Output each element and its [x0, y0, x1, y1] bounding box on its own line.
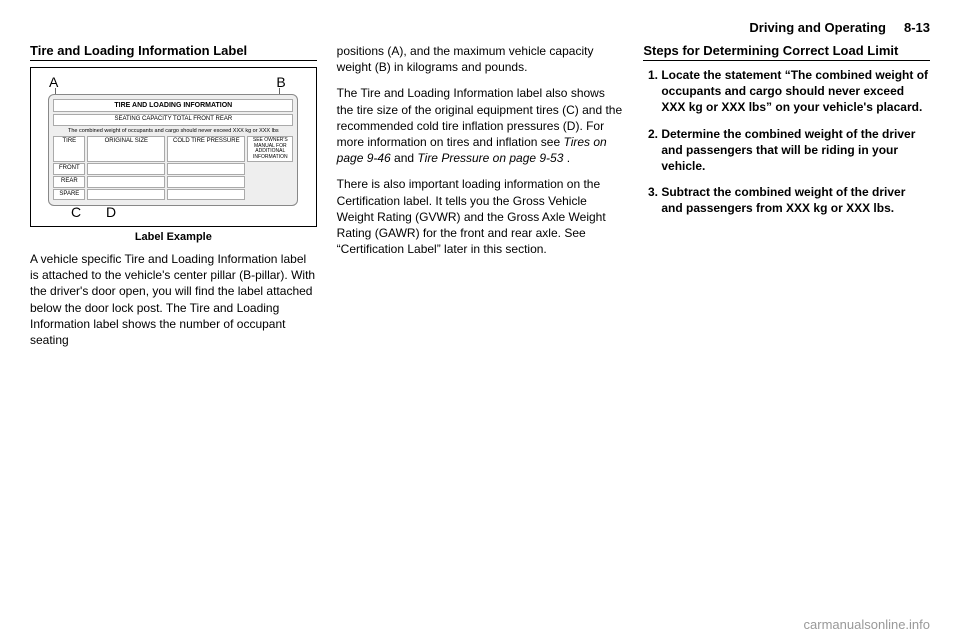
placard-blank [87, 163, 165, 175]
watermark: carmanualsonline.info [804, 617, 930, 632]
callout-c: C [71, 204, 81, 220]
placard-combined-weight: The combined weight of occupants and car… [53, 127, 293, 136]
tire-label-diagram: A B C D TIRE AND LOADING INFORMATION SEA… [30, 67, 317, 227]
placard-graphic: TIRE AND LOADING INFORMATION SEATING CAP… [48, 94, 298, 206]
placard-title: TIRE AND LOADING INFORMATION [53, 99, 293, 112]
col2-paragraph-2: The Tire and Loading Information label a… [337, 85, 624, 166]
col1-paragraph-1: A vehicle specific Tire and Loading Info… [30, 251, 317, 348]
step-1: Locate the statement “The combined weigh… [661, 67, 930, 116]
page-header: Driving and Operating 8-13 [30, 20, 930, 35]
callout-a: A [49, 74, 58, 90]
placard-seating: SEATING CAPACITY TOTAL FRONT REAR [53, 114, 293, 126]
placard-blank [167, 176, 245, 188]
placard-blank [167, 163, 245, 175]
placard-sidebox: SEE OWNER'S MANUAL FOR ADDITIONAL INFORM… [247, 136, 293, 162]
callout-d: D [106, 204, 116, 220]
chapter-title: Driving and Operating [749, 20, 886, 35]
placard-hdr-tire: TIRE [53, 136, 85, 162]
placard-blank [167, 189, 245, 201]
tire-label-heading: Tire and Loading Information Label [30, 43, 317, 61]
steps-heading: Steps for Determining Correct Load Limit [643, 43, 930, 61]
column-2: positions (A), and the maximum vehicle c… [337, 43, 624, 358]
placard-row-front: FRONT [53, 163, 85, 175]
col2-paragraph-3: There is also important loading informat… [337, 176, 624, 257]
placard-blank [87, 176, 165, 188]
step-2: Determine the combined weight of the dri… [661, 126, 930, 175]
steps-list: Locate the statement “The combined weigh… [643, 67, 930, 217]
diagram-caption: Label Example [30, 231, 317, 243]
placard-hdr-size: ORIGINAL SIZE [87, 136, 165, 162]
col2-paragraph-1: positions (A), and the maximum vehicle c… [337, 43, 624, 75]
placard-row-spare: SPARE [53, 189, 85, 201]
column-3: Steps for Determining Correct Load Limit… [643, 43, 930, 358]
col2-ref-tire-pressure: Tire Pressure on page 9-53 [417, 151, 563, 165]
placard-row-rear: REAR [53, 176, 85, 188]
col2-para2-c: . [563, 151, 570, 165]
page-number: 8-13 [904, 20, 930, 35]
step-3: Subtract the combined weight of the driv… [661, 184, 930, 216]
content-columns: Tire and Loading Information Label A B C… [30, 43, 930, 358]
placard-hdr-pressure: COLD TIRE PRESSURE [167, 136, 245, 162]
column-1: Tire and Loading Information Label A B C… [30, 43, 317, 358]
col2-para2-b: and [391, 151, 418, 165]
placard-blank [87, 189, 165, 201]
